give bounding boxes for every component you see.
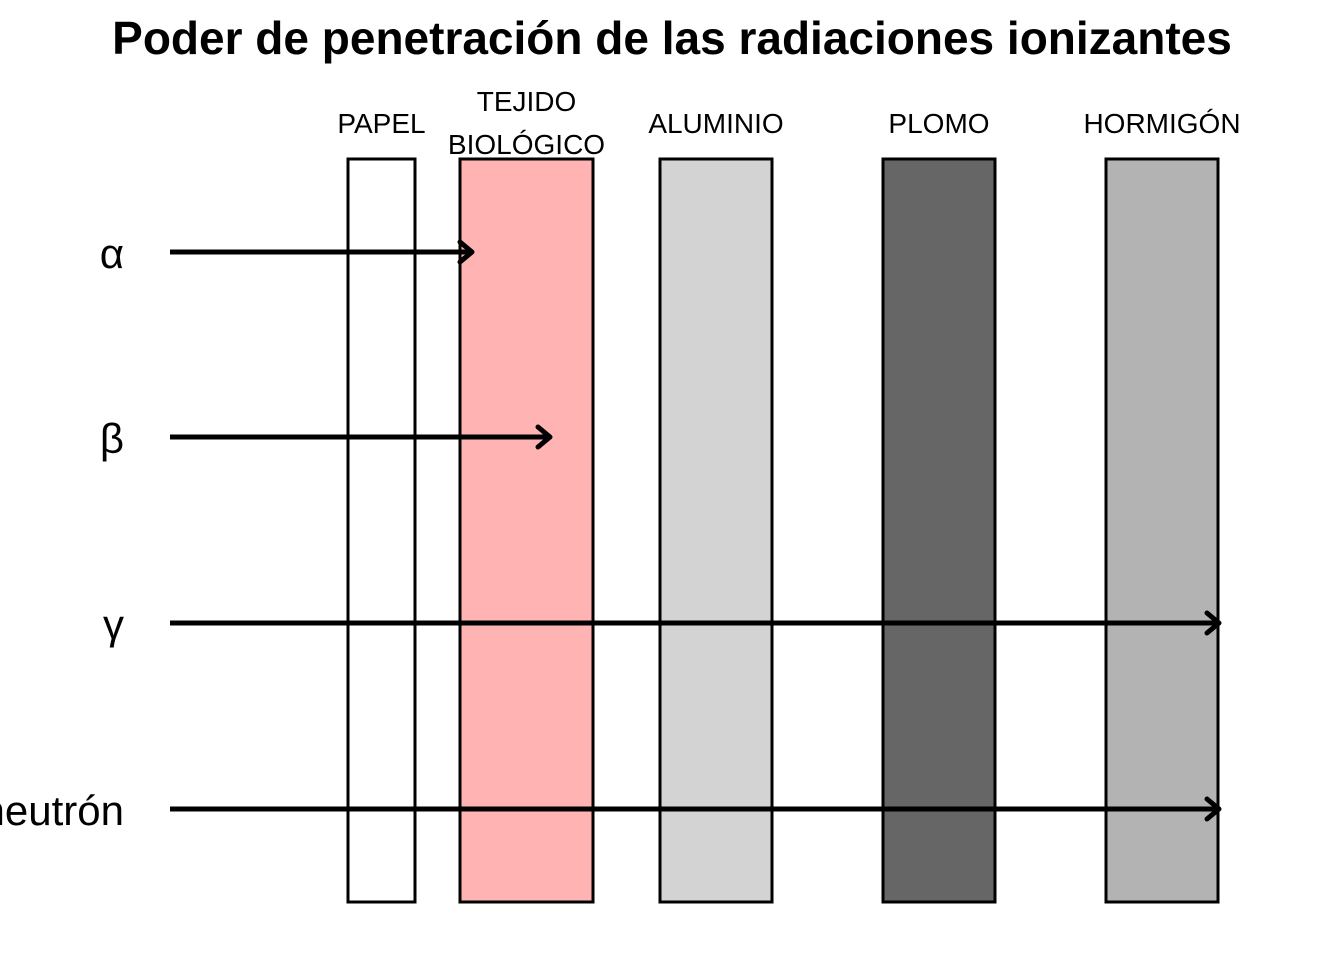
barrier-aluminio — [658, 157, 774, 904]
arrowhead-gamma — [1204, 610, 1222, 636]
material-label-tejido-line2: BIOLÓGICO — [448, 129, 605, 160]
radiation-label-gamma: γ — [103, 601, 124, 648]
barrier-plomo — [881, 157, 997, 904]
arrows-group — [170, 239, 1222, 822]
material-label-papel: PAPEL — [337, 108, 425, 139]
material-label-tejido-line1: TEJIDO — [477, 86, 577, 117]
material-label-hormigon: HORMIGÓN — [1083, 108, 1240, 139]
barriers-group — [346, 157, 1220, 904]
radiation-label-beta: β — [100, 415, 124, 462]
diagram-title: Poder de penetración de las radiaciones … — [112, 12, 1232, 64]
barrier-hormigon — [1104, 157, 1220, 904]
material-label-aluminio: ALUMINIO — [648, 108, 783, 139]
material-labels-group: PAPEL TEJIDO BIOLÓGICO ALUMINIO PLOMO HORMIGÓ… — [337, 86, 1240, 160]
radiation-label-neutron: neutrón — [0, 787, 124, 834]
radiation-labels-group: α β γ neutrón — [0, 230, 124, 834]
arrowhead-neutron — [1204, 796, 1222, 822]
radiation-label-alpha: α — [100, 230, 124, 277]
arrowhead-alpha — [457, 239, 475, 265]
barrier-papel — [346, 157, 417, 904]
material-label-plomo: PLOMO — [888, 108, 989, 139]
barrier-tejido — [458, 157, 595, 904]
arrowhead-beta — [535, 424, 553, 450]
